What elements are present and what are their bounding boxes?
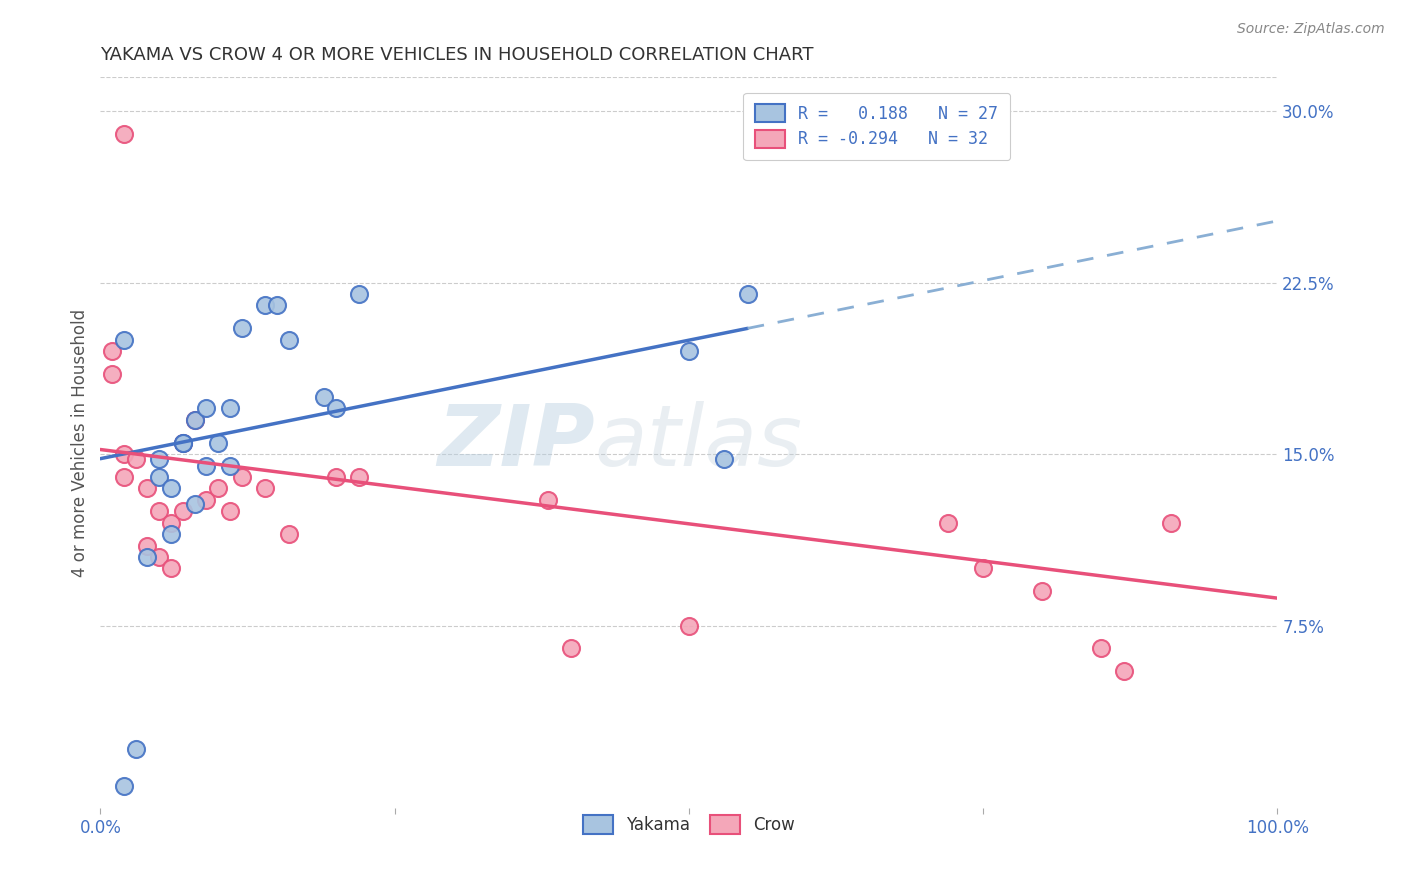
Point <box>1090 641 1112 656</box>
Point <box>195 401 218 416</box>
Text: Source: ZipAtlas.com: Source: ZipAtlas.com <box>1237 22 1385 37</box>
Point <box>325 470 347 484</box>
Point <box>1160 516 1182 530</box>
Point <box>148 470 170 484</box>
Point <box>112 333 135 347</box>
Point <box>218 458 240 473</box>
Point <box>195 458 218 473</box>
Point <box>231 321 253 335</box>
Point <box>195 492 218 507</box>
Point <box>172 435 194 450</box>
Point <box>325 401 347 416</box>
Point <box>231 470 253 484</box>
Y-axis label: 4 or more Vehicles in Household: 4 or more Vehicles in Household <box>72 309 89 577</box>
Point <box>207 482 229 496</box>
Point <box>713 451 735 466</box>
Point <box>124 451 146 466</box>
Point <box>112 447 135 461</box>
Text: YAKAMA VS CROW 4 OR MORE VEHICLES IN HOUSEHOLD CORRELATION CHART: YAKAMA VS CROW 4 OR MORE VEHICLES IN HOU… <box>100 46 814 64</box>
Point <box>183 413 205 427</box>
Point <box>148 451 170 466</box>
Point <box>277 333 299 347</box>
Point <box>172 504 194 518</box>
Point <box>1114 665 1136 679</box>
Point <box>737 287 759 301</box>
Legend: Yakama, Crow: Yakama, Crow <box>572 805 806 844</box>
Point <box>101 367 124 381</box>
Point <box>112 779 135 793</box>
Point <box>254 298 277 312</box>
Point <box>160 561 183 575</box>
Point <box>112 127 135 141</box>
Point <box>160 527 183 541</box>
Point <box>972 561 994 575</box>
Point <box>112 470 135 484</box>
Point <box>218 504 240 518</box>
Point <box>101 344 124 359</box>
Point <box>349 287 371 301</box>
Point <box>678 618 700 632</box>
Point <box>207 435 229 450</box>
Point <box>183 497 205 511</box>
Point <box>172 435 194 450</box>
Point <box>254 482 277 496</box>
Point <box>183 413 205 427</box>
Point <box>136 539 159 553</box>
Point <box>218 401 240 416</box>
Point <box>277 527 299 541</box>
Point <box>1031 584 1053 599</box>
Text: atlas: atlas <box>595 401 803 484</box>
Point <box>678 344 700 359</box>
Point <box>936 516 959 530</box>
Point <box>536 492 558 507</box>
Text: ZIP: ZIP <box>437 401 595 484</box>
Point <box>560 641 582 656</box>
Point <box>312 390 335 404</box>
Point <box>136 549 159 564</box>
Point <box>160 516 183 530</box>
Point <box>349 470 371 484</box>
Point <box>160 482 183 496</box>
Point <box>136 482 159 496</box>
Point <box>266 298 288 312</box>
Point <box>148 504 170 518</box>
Point <box>148 549 170 564</box>
Point <box>172 435 194 450</box>
Point <box>124 742 146 756</box>
